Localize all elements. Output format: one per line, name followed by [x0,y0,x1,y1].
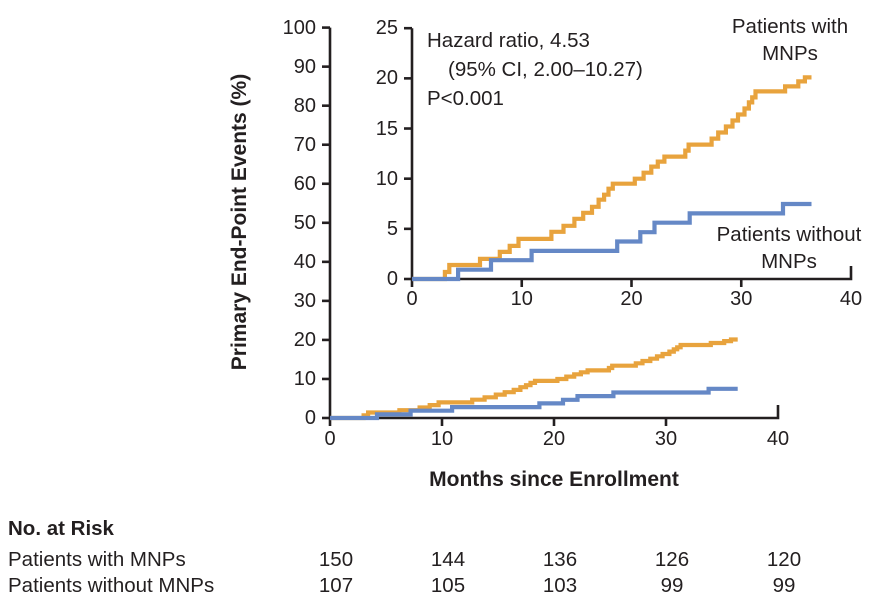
main-y-tick-label: 30 [293,289,316,312]
annotation-line-2: (95% CI, 2.00–10.27) [448,58,643,81]
inset-y-tick-label: 15 [375,117,398,140]
x-axis-title: Months since Enrollment [429,468,679,491]
risk-count-with-mnps: 136 [542,548,578,571]
main-y-tick-label: 60 [293,172,316,195]
inset-y-tick-label: 25 [375,17,398,40]
inset-y-tick-label: 5 [386,217,398,240]
inset-curve-without-mnps [412,201,812,282]
hazard-ratio-annotation: Hazard ratio, 4.53 (95% CI, 2.00–10.27) … [427,26,643,113]
main-y-tick-label: 0 [304,407,316,429]
inset-y-tick-label: 0 [386,268,398,290]
series-label-without-mnps-line2: MNPs [761,250,817,273]
risk-count-without-mnps: 103 [542,574,578,597]
main-y-tick-label: 10 [293,367,316,390]
main-y-tick-label: 90 [293,55,316,78]
main-curve-with-mnps [330,337,738,421]
main-x-tick-label: 40 [766,428,790,450]
risk-table-title: No. at Risk [8,517,114,540]
inset-y-tick-label: 20 [375,67,398,90]
main-y-tick-label: 80 [293,94,316,117]
risk-count-with-mnps: 126 [654,548,690,571]
series-label-with-mnps: Patients with MNPs [700,13,880,67]
annotation-line-1: Hazard ratio, 4.53 [427,29,590,52]
risk-count-with-mnps: 150 [318,548,354,571]
main-curve-without-mnps [330,386,738,421]
inset-y-tick-label: 10 [375,167,398,190]
main-y-tick-label: 20 [293,328,316,351]
inset-x-tick-label: 0 [406,288,418,310]
risk-count-with-mnps: 120 [766,548,802,571]
y-axis-title: Primary End-Point Events (%) [228,73,251,371]
inset-x-tick-label: 20 [620,288,643,310]
inset-x-tick-label: 10 [510,288,533,310]
inset-x-tick-label: 40 [839,288,863,310]
series-label-with-mnps-line2: MNPs [762,42,818,65]
series-label-without-mnps-line1: Patients without [716,223,862,246]
main-x-tick-label: 20 [542,428,566,450]
risk-count-without-mnps: 99 [660,574,684,597]
annotation-line-3: P<0.001 [427,87,504,110]
inset-x-tick-label: 30 [730,288,753,310]
main-y-tick-label: 50 [293,211,316,234]
main-y-tick-label: 40 [293,250,316,273]
risk-row-label-without-mnps: Patients without MNPs [8,574,215,597]
risk-count-without-mnps: 105 [430,574,466,597]
main-x-tick-label: 0 [324,428,336,450]
main-y-tick-label: 100 [282,16,316,39]
risk-count-without-mnps: 99 [772,574,796,597]
risk-row-label-with-mnps: Patients with MNPs [8,548,186,571]
main-x-tick-label: 30 [654,428,678,450]
series-label-with-mnps-line1: Patients with [731,15,849,38]
series-label-without-mnps: Patients without MNPs [696,221,882,275]
inset-curve-with-mnps [412,75,812,282]
main-y-tick-label: 70 [293,133,316,156]
risk-count-without-mnps: 107 [318,574,354,597]
risk-count-with-mnps: 144 [430,548,466,571]
main-x-tick-label: 10 [430,428,454,450]
